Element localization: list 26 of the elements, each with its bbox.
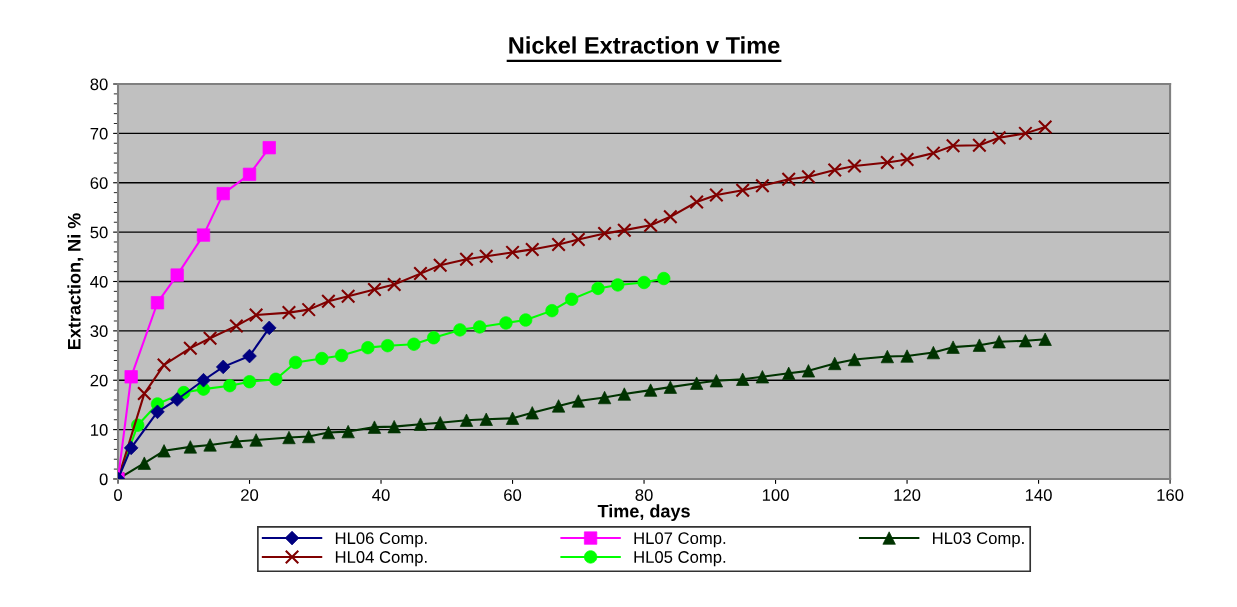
y-tick-label: 20 <box>90 374 108 387</box>
x-tick-label: 120 <box>894 489 921 501</box>
x-axis-title: Time, days <box>597 504 690 522</box>
y-tick-label: 30 <box>90 325 108 338</box>
x-tick-label: 0 <box>114 489 122 501</box>
y-tick-label: 0 <box>99 473 108 486</box>
chart-title: Nickel Extraction v Time <box>509 36 780 54</box>
y-tick-label: 70 <box>90 127 108 140</box>
x-tick-label: 80 <box>635 489 653 501</box>
legend-label: HL06 Comp. <box>335 532 427 548</box>
y-tick-label: 50 <box>90 226 108 239</box>
x-tick-label: 140 <box>1025 489 1052 501</box>
y-axis-title: Extraction, Ni % <box>67 213 84 350</box>
y-tick-label: 40 <box>90 275 108 288</box>
legend-label: HL04 Comp. <box>335 551 427 567</box>
y-tick-label: 80 <box>90 78 108 91</box>
y-tick-label: 60 <box>90 177 108 189</box>
x-tick-label: 60 <box>504 489 522 501</box>
legend-label: HL07 Comp. <box>634 532 726 548</box>
x-tick-label: 20 <box>241 489 259 501</box>
legend-label: HL05 Comp. <box>634 551 726 567</box>
x-tick-label: 160 <box>1157 489 1184 501</box>
x-tick-label: 100 <box>762 489 789 501</box>
x-tick-label: 40 <box>372 489 390 501</box>
y-tick-label: 10 <box>91 424 108 436</box>
legend-label: HL03 Comp. <box>933 532 1024 548</box>
